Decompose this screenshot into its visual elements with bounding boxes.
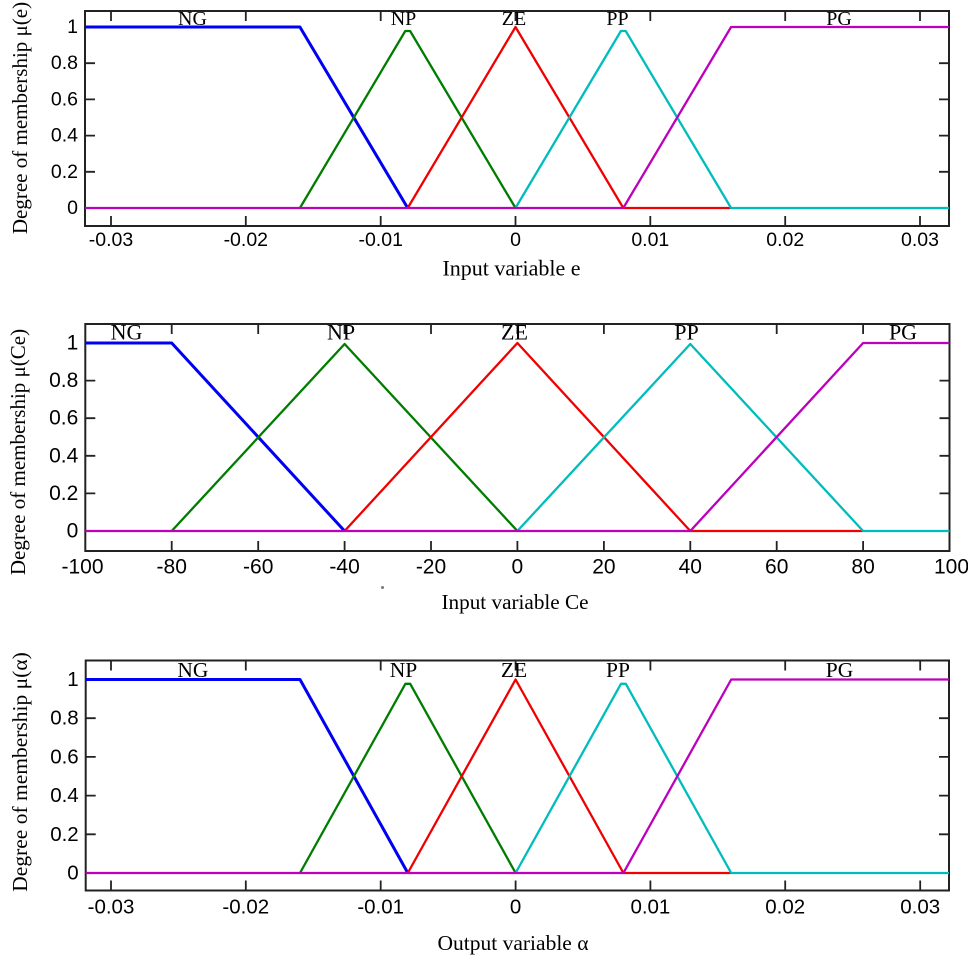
- svg-text:PP: PP: [674, 320, 698, 345]
- svg-text:-20: -20: [416, 556, 446, 579]
- svg-text:ZE: ZE: [501, 658, 527, 682]
- svg-text:0: 0: [67, 197, 78, 219]
- svg-text:100: 100: [934, 556, 968, 579]
- svg-text:40: 40: [679, 556, 702, 579]
- svg-text:-80: -80: [157, 556, 187, 579]
- svg-text:0: 0: [510, 896, 521, 919]
- svg-text:PG: PG: [889, 320, 917, 345]
- svg-text:-0.03: -0.03: [88, 896, 135, 919]
- svg-text:NG: NG: [111, 320, 143, 345]
- svg-text:0: 0: [512, 556, 524, 579]
- svg-text:-0.01: -0.01: [357, 896, 404, 919]
- svg-text:ZE: ZE: [501, 320, 528, 345]
- svg-text:-0.02: -0.02: [222, 896, 269, 919]
- svg-text:PP: PP: [606, 8, 628, 30]
- svg-text:0.03: 0.03: [901, 229, 939, 251]
- svg-text:0.02: 0.02: [766, 229, 804, 251]
- svg-text:0: 0: [510, 229, 521, 251]
- svg-text:Output variable α: Output variable α: [438, 931, 589, 955]
- svg-text:PP: PP: [606, 658, 630, 682]
- svg-text:PG: PG: [826, 658, 853, 682]
- svg-text:0.4: 0.4: [50, 784, 79, 807]
- svg-text:ZE: ZE: [502, 8, 526, 30]
- svg-text:0.2: 0.2: [49, 482, 78, 505]
- svg-text:0.02: 0.02: [765, 896, 805, 919]
- svg-text:0.6: 0.6: [49, 407, 78, 430]
- svg-text:60: 60: [765, 556, 788, 579]
- svg-text:1: 1: [67, 332, 79, 355]
- svg-text:1: 1: [67, 16, 78, 38]
- svg-text:0: 0: [67, 862, 78, 885]
- svg-text:0: 0: [67, 520, 79, 543]
- svg-text:0.6: 0.6: [51, 88, 78, 110]
- svg-text:NG: NG: [177, 658, 208, 682]
- svg-text:-40: -40: [329, 556, 359, 579]
- svg-text:20: 20: [592, 556, 615, 579]
- svg-text:0.4: 0.4: [51, 125, 78, 147]
- svg-text:0.01: 0.01: [630, 896, 670, 919]
- svg-text:0.2: 0.2: [50, 823, 79, 846]
- svg-text:Degree of membership μ(e): Degree of membership μ(e): [8, 2, 32, 234]
- svg-text:0.6: 0.6: [50, 745, 79, 768]
- svg-text:NP: NP: [327, 320, 355, 345]
- svg-text:PG: PG: [826, 8, 852, 30]
- svg-text:Input variable e: Input variable e: [442, 256, 580, 281]
- svg-text:-0.03: -0.03: [89, 229, 133, 251]
- svg-text:-0.02: -0.02: [224, 229, 268, 251]
- svg-text:Degree of membership μ(α): Degree of membership μ(α): [8, 652, 32, 892]
- svg-text:0.01: 0.01: [631, 229, 669, 251]
- svg-text:0.4: 0.4: [49, 444, 79, 467]
- svg-text:NP: NP: [391, 8, 417, 30]
- svg-text:NG: NG: [178, 8, 207, 30]
- svg-text:-100: -100: [61, 556, 103, 579]
- svg-text:0.03: 0.03: [900, 896, 940, 919]
- svg-text:-0.01: -0.01: [358, 229, 402, 251]
- svg-text:Input variable Ce: Input variable Ce: [441, 590, 588, 614]
- svg-text:NP: NP: [390, 658, 418, 682]
- svg-text:0.8: 0.8: [49, 369, 78, 392]
- svg-text:-60: -60: [243, 556, 273, 579]
- svg-text:1: 1: [67, 668, 78, 691]
- svg-text:0.8: 0.8: [51, 52, 78, 74]
- svg-text:80: 80: [851, 556, 874, 579]
- svg-text:Degree of membership μ(Ce): Degree of membership μ(Ce): [6, 329, 30, 575]
- svg-text:0.8: 0.8: [50, 707, 79, 730]
- svg-text:0.2: 0.2: [51, 161, 78, 183]
